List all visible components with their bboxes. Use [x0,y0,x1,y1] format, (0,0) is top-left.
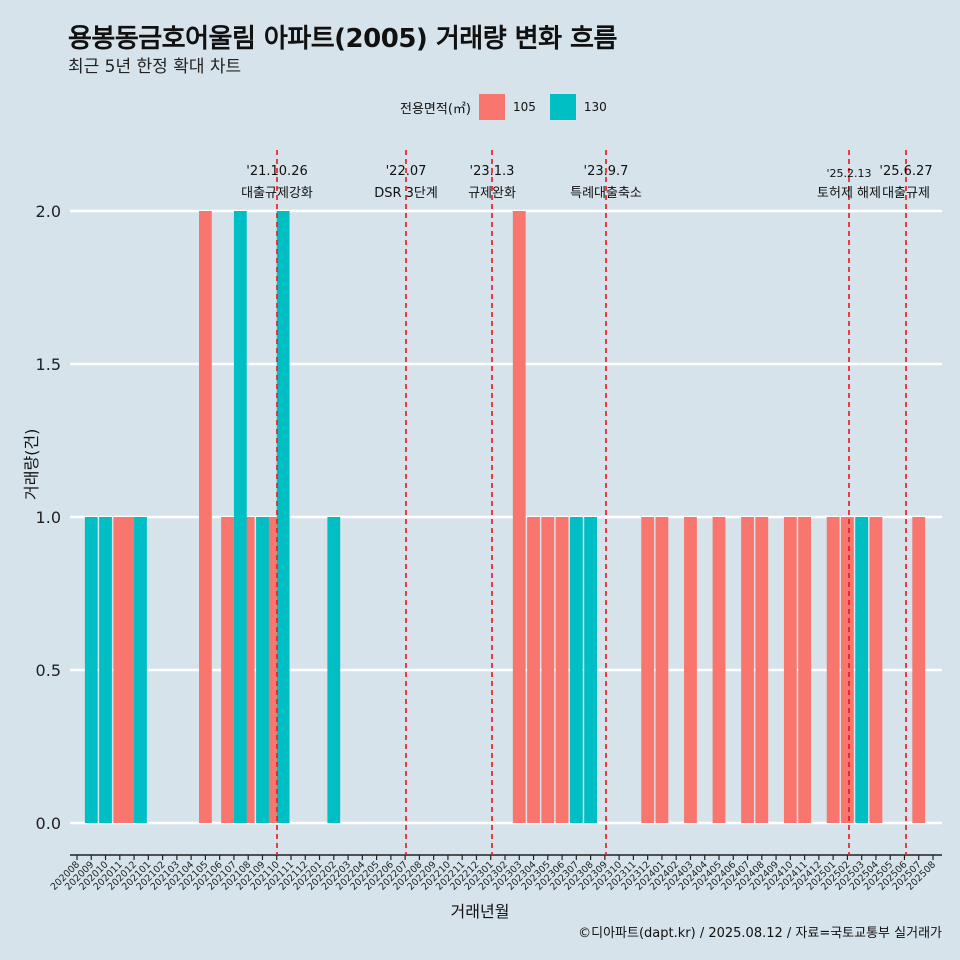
source-caption: ©디아파트(dapt.kr) / 2025.08.12 / 자료=국토교통부 실… [578,926,942,941]
y-tick-label: 0.5 [36,661,61,680]
y-tick-label: 1.5 [36,355,61,374]
bar-130-202012 [134,517,147,823]
event-name-label: DSR 3단계 [374,186,438,201]
bar-130-202503 [855,517,869,823]
bar-105-202410 [783,517,797,823]
x-axis-label: 거래년월 [450,902,510,921]
bar-105-202012 [121,517,135,823]
bar-105-202405 [712,517,726,823]
event-name-label: 대출규제강화 [241,186,313,201]
event-date-label: '21.10.26 [246,164,307,179]
bar-105-202507 [912,517,926,823]
bar-105-202304 [527,517,540,823]
legend: 전용면적(㎡) 105 130 [400,92,621,122]
bar-130-202110 [276,211,290,823]
bar-130-202202 [327,517,341,823]
event-date-label: '22.07 [386,164,427,179]
bar-105-202504 [869,517,883,823]
legend-label-105: 105 [512,100,536,114]
bar-130-202107 [233,211,247,823]
event-date-label: '25.2.13 [826,167,871,180]
bar-105-202303 [512,211,526,823]
y-tick-label: 1.0 [36,508,61,527]
legend-title: 전용면적(㎡) [400,101,471,117]
event-name-label: 특례대출축소 [570,186,642,201]
bar-130-202308 [584,517,597,823]
y-tick-label: 2.0 [36,202,61,221]
y-axis-label: 거래량(건) [22,428,41,500]
bar-105-202401 [655,517,669,823]
bar-105-202107 [221,517,234,823]
legend-key-105 [478,94,505,120]
bar-105-202407 [741,517,754,823]
event-name-label: 규제완화 [468,186,516,201]
bar-105-202105 [199,211,212,823]
event-name-label: 대출규제 [882,186,930,201]
event-date-label: '25.6.27 [879,164,932,179]
bar-105-202408 [755,517,769,823]
bar-105-202306 [555,517,569,823]
bar-130-202010 [99,517,112,823]
legend-key-130 [549,94,576,120]
bar-105-202403 [684,517,697,823]
chart-title: 용봉동금호어울림 아파트(2005) 거래량 변화 흐름 [68,24,617,54]
event-name-label: 토허제 해제 [817,186,881,201]
event-date-label: '23.9.7 [584,164,629,179]
bar-130-202009 [84,517,98,823]
bar-105-202501 [826,517,840,823]
bar-105-202312 [641,517,655,823]
chart-subtitle: 최근 5년 한정 확대 차트 [68,57,242,77]
legend-label-130: 130 [583,100,607,114]
bar-105-202305 [541,517,555,823]
bar-130-202109 [256,517,269,823]
bar-105-202411 [798,517,811,823]
event-date-label: '23.1.3 [470,164,515,179]
bar-105-202502 [841,517,854,823]
bar-130-202307 [569,517,583,823]
y-tick-label: 0.0 [36,814,61,833]
